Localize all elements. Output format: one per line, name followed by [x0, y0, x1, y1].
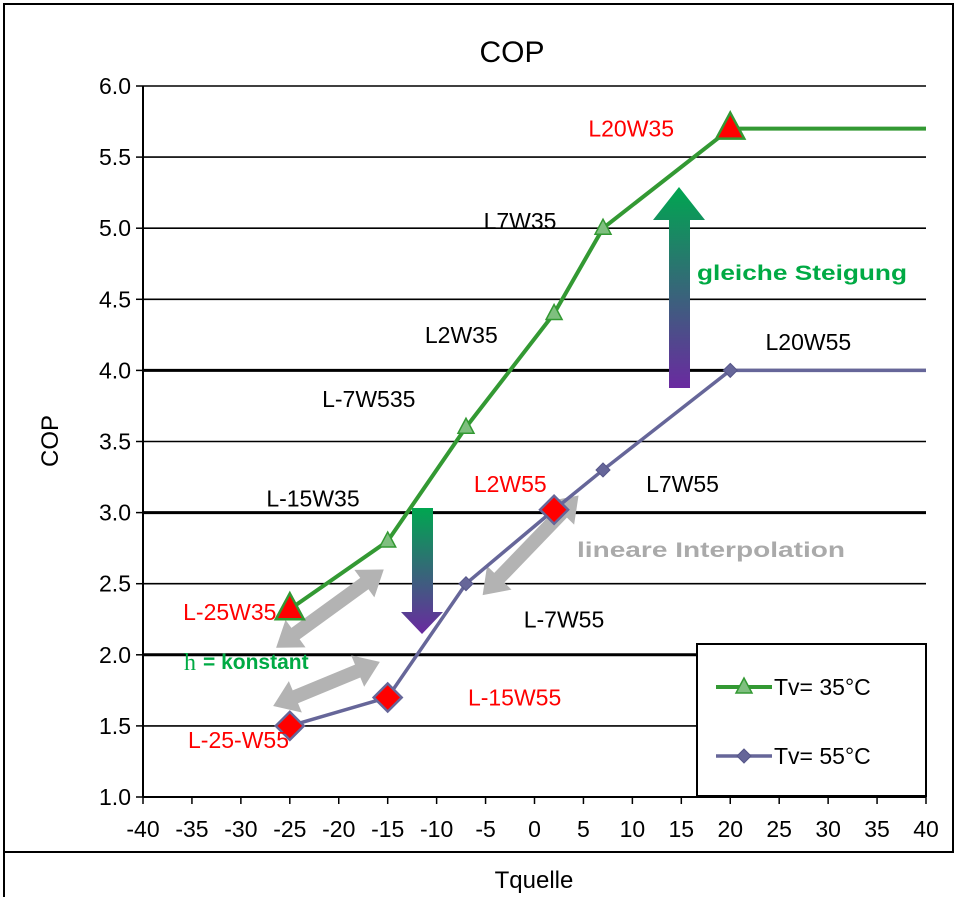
- triangle-marker: [378, 530, 397, 548]
- y-tick-label: 2.0: [99, 642, 131, 668]
- highlight-triangle-marker: [714, 110, 747, 140]
- x-tick-label: 5: [577, 816, 590, 842]
- x-tick-label: 10: [620, 816, 646, 842]
- down-gradient-arrow: [401, 508, 443, 634]
- legend: Tv= 35°C Tv= 55°C: [696, 643, 927, 797]
- x-tick-label: -15: [371, 816, 404, 842]
- x-tick-label: 30: [815, 816, 841, 842]
- point-labels: L-25W35 L-15W35 L-7W535 L2W35 L7W35 L20W35 L2W…: [183, 116, 851, 753]
- annotation-lineare-interpolation: lineare Interpolation: [577, 539, 845, 562]
- y-tick-label: 1.0: [99, 784, 131, 810]
- x-tick-label: 15: [669, 816, 695, 842]
- x-tick-label: -5: [475, 816, 495, 842]
- highlight-triangle-marker: [273, 590, 306, 621]
- x-tick-label: 20: [717, 816, 743, 842]
- diamond-marker: [595, 462, 611, 478]
- x-tick-label: -25: [273, 816, 306, 842]
- point-label: L7W55: [646, 471, 719, 497]
- x-tick-label: -10: [420, 816, 453, 842]
- up-gradient-arrow: [653, 187, 705, 388]
- x-tick-label: -20: [322, 816, 355, 842]
- triangle-marker: [456, 416, 476, 435]
- highlight-markers: [273, 110, 747, 742]
- point-label: L7W35: [484, 208, 557, 234]
- legend-label-1: Tv= 35°C: [774, 674, 871, 700]
- x-tick-label: 40: [913, 816, 939, 842]
- y-tick-label: 4.5: [99, 286, 131, 312]
- x-tick-label: 35: [864, 816, 890, 842]
- y-tick-label: 4.0: [99, 357, 131, 383]
- diamond-marker: [722, 362, 738, 379]
- point-label: L2W35: [425, 322, 498, 348]
- x-tick-label: -30: [224, 816, 257, 842]
- x-tick-labels: -40 -35 -30 -25 -20 -15 -10 -5 0 5 10 15 20 25 30 35 40: [126, 816, 938, 842]
- triangle-marker: [544, 302, 564, 321]
- point-label: L20W35: [588, 116, 674, 142]
- highlight-diamond-marker: [371, 681, 404, 714]
- legend-triangle-marker: [734, 676, 754, 694]
- gray-double-arrow: [276, 569, 384, 648]
- y-tick-label: 3.5: [99, 429, 131, 455]
- point-label: L-15W35: [266, 485, 359, 511]
- chart-title: COP: [479, 36, 544, 69]
- diamond-marker: [458, 575, 474, 592]
- point-label: L-7W535: [322, 386, 415, 412]
- annotation-gleiche-steigung: gleiche Steigung: [697, 262, 907, 285]
- triangle-marker: [593, 217, 613, 235]
- y-tick-label: 5.0: [99, 215, 131, 241]
- point-label: L2W55: [474, 471, 547, 497]
- y-tick-label: 2.5: [99, 571, 131, 597]
- y-tick-label: 5.5: [99, 144, 131, 170]
- highlight-diamond-marker: [538, 493, 570, 526]
- y-tick-labels: 1.0 1.5 2.0 2.5 3.0 3.5 4.0 4.5 5.0 5.5 6.0: [99, 73, 131, 810]
- x-tick-label: -35: [175, 816, 208, 842]
- grid-lines: [136, 85, 927, 804]
- highlight-diamond-marker: [274, 710, 306, 742]
- point-label: L-7W55: [524, 606, 605, 632]
- y-axis-label: COP: [37, 415, 64, 467]
- point-label: L-25W35: [183, 599, 276, 625]
- point-label: L20W55: [765, 329, 851, 355]
- annotation-h-konstant: = konstant: [203, 651, 309, 674]
- x-axis-label: Tquelle: [495, 867, 574, 894]
- x-tick-label: -40: [126, 816, 159, 842]
- x-tick-label: 0: [528, 816, 541, 842]
- y-tick-label: 3.0: [99, 500, 131, 526]
- y-tick-label: 6.0: [99, 73, 131, 99]
- y-tick-label: 1.5: [99, 713, 131, 739]
- legend-box: [696, 643, 927, 797]
- point-label: L-25-W55: [188, 727, 289, 753]
- legend-label-2: Tv= 55°C: [774, 743, 871, 769]
- x-tick-label: 25: [766, 816, 792, 842]
- gray-double-arrow: [273, 655, 380, 713]
- annotation-h-symbol: h: [184, 650, 196, 676]
- legend-diamond-marker: [736, 748, 752, 764]
- point-label: L-15W55: [468, 684, 561, 710]
